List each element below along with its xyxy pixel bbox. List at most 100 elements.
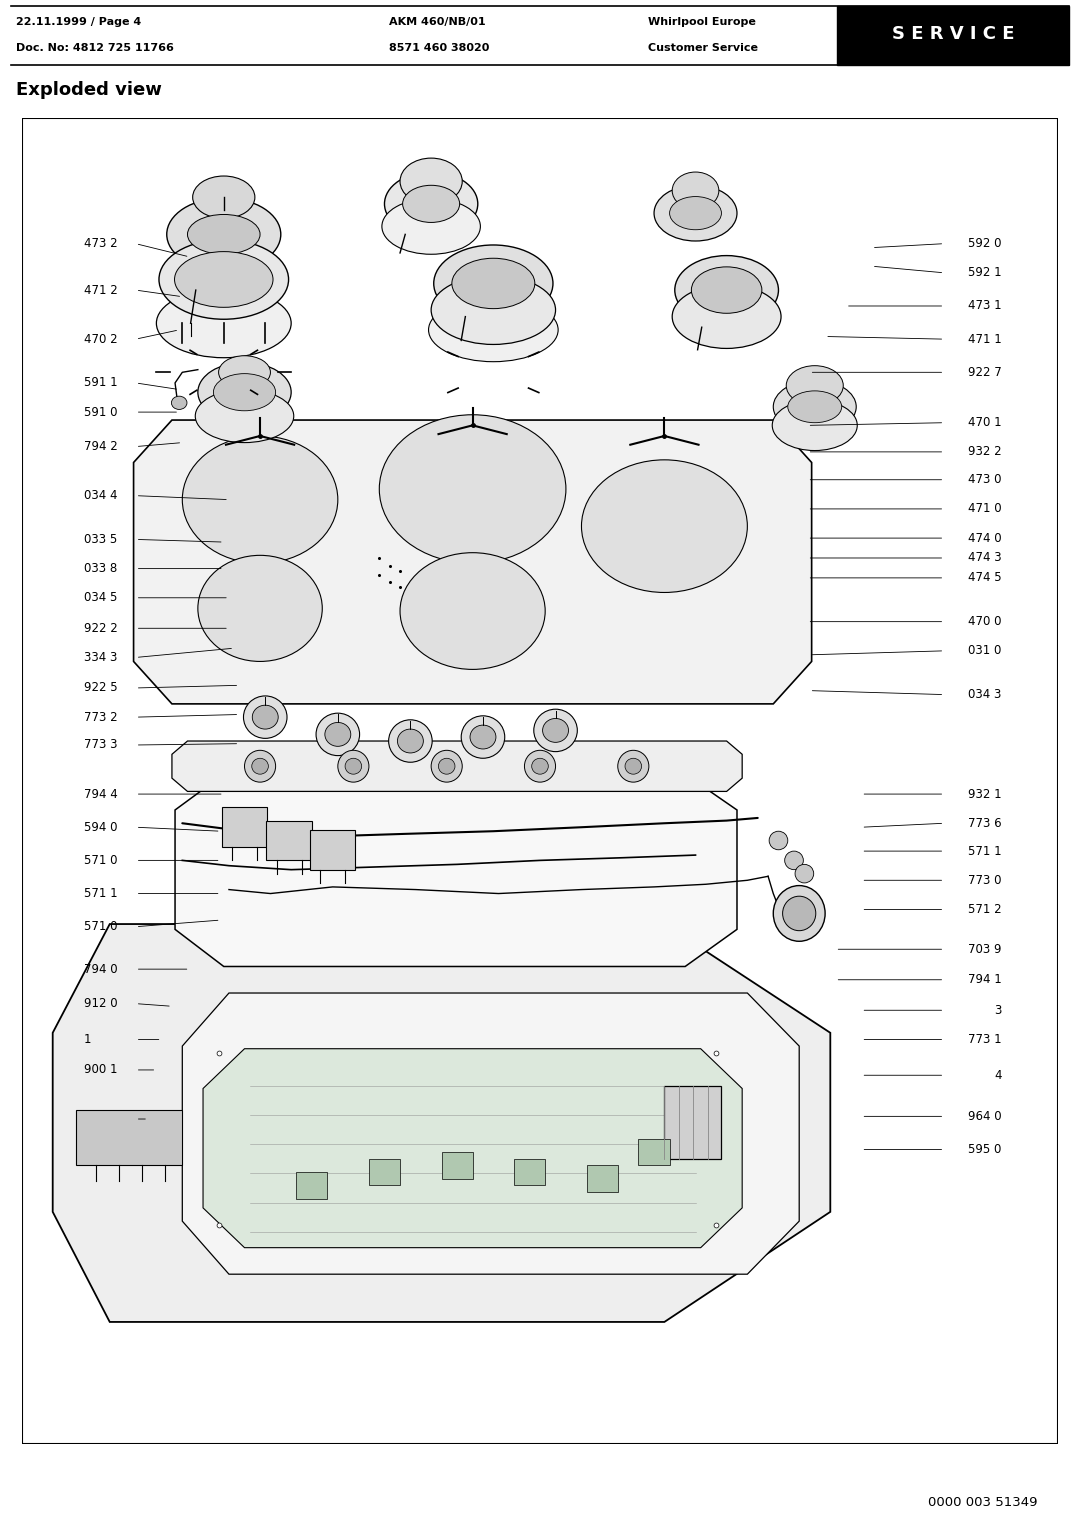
Text: 033 8: 033 8 xyxy=(84,562,117,575)
Ellipse shape xyxy=(382,199,481,254)
Ellipse shape xyxy=(325,723,351,746)
Text: 912 0: 912 0 xyxy=(84,998,118,1010)
Text: 794 0: 794 0 xyxy=(84,963,118,976)
Polygon shape xyxy=(134,420,812,704)
Text: 474 3: 474 3 xyxy=(968,552,1001,564)
Polygon shape xyxy=(183,993,799,1274)
Text: 473 1: 473 1 xyxy=(968,299,1001,313)
Text: S E R V I C E: S E R V I C E xyxy=(892,26,1015,43)
Text: 773 1: 773 1 xyxy=(968,1033,1001,1047)
Ellipse shape xyxy=(434,244,553,322)
Ellipse shape xyxy=(625,758,642,775)
Text: 773 2: 773 2 xyxy=(84,711,118,724)
Text: 034 3: 034 3 xyxy=(968,688,1001,701)
Ellipse shape xyxy=(346,758,362,775)
Ellipse shape xyxy=(166,199,281,270)
Ellipse shape xyxy=(429,298,558,362)
Text: 773 0: 773 0 xyxy=(968,874,1001,886)
Ellipse shape xyxy=(438,758,455,775)
Ellipse shape xyxy=(195,390,294,443)
Ellipse shape xyxy=(244,750,275,782)
Text: 471 0: 471 0 xyxy=(968,503,1001,515)
Text: 474 0: 474 0 xyxy=(968,532,1001,544)
Text: 470 1: 470 1 xyxy=(968,416,1001,429)
Ellipse shape xyxy=(785,851,804,869)
Ellipse shape xyxy=(691,267,761,313)
Polygon shape xyxy=(172,741,742,792)
Polygon shape xyxy=(203,1048,742,1248)
Ellipse shape xyxy=(389,720,432,762)
Ellipse shape xyxy=(253,706,279,729)
Text: 031 0: 031 0 xyxy=(968,645,1001,657)
Text: 470 0: 470 0 xyxy=(968,616,1001,628)
Ellipse shape xyxy=(787,391,841,423)
Text: 473 2: 473 2 xyxy=(84,237,118,251)
Text: 773 3: 773 3 xyxy=(84,738,118,752)
Ellipse shape xyxy=(531,758,549,775)
Text: 932 2: 932 2 xyxy=(968,445,1001,458)
Text: 922 7: 922 7 xyxy=(968,365,1001,379)
Text: 571 1: 571 1 xyxy=(968,845,1001,857)
Text: Exploded view: Exploded view xyxy=(16,81,162,99)
Text: 471 2: 471 2 xyxy=(84,284,118,296)
Bar xyxy=(310,830,355,869)
Text: 794 4: 794 4 xyxy=(84,787,118,801)
Ellipse shape xyxy=(243,695,287,738)
Text: AKM 460/NB/01: AKM 460/NB/01 xyxy=(389,17,485,28)
Ellipse shape xyxy=(400,553,545,669)
Bar xyxy=(296,1172,327,1198)
Ellipse shape xyxy=(400,157,462,205)
Ellipse shape xyxy=(183,435,338,564)
Ellipse shape xyxy=(198,555,322,662)
Ellipse shape xyxy=(175,252,273,307)
Text: 4: 4 xyxy=(994,1068,1001,1082)
Text: 22.11.1999 / Page 4: 22.11.1999 / Page 4 xyxy=(16,17,141,28)
Ellipse shape xyxy=(470,726,496,749)
Ellipse shape xyxy=(675,255,779,324)
Ellipse shape xyxy=(525,750,555,782)
Text: 703 9: 703 9 xyxy=(968,943,1001,955)
Ellipse shape xyxy=(534,709,578,752)
Ellipse shape xyxy=(773,886,825,941)
Text: 8571 460 38020: 8571 460 38020 xyxy=(389,43,489,52)
Text: 900 1: 900 1 xyxy=(84,1063,118,1076)
Ellipse shape xyxy=(783,897,815,931)
Ellipse shape xyxy=(654,185,737,241)
Ellipse shape xyxy=(542,718,568,743)
Ellipse shape xyxy=(431,275,555,344)
Ellipse shape xyxy=(338,750,369,782)
Ellipse shape xyxy=(461,715,504,758)
Text: 571 0: 571 0 xyxy=(84,920,118,934)
Text: 794 1: 794 1 xyxy=(968,973,1001,986)
Text: 1: 1 xyxy=(84,1033,92,1047)
Ellipse shape xyxy=(397,729,423,753)
Text: Customer Service: Customer Service xyxy=(648,43,758,52)
Ellipse shape xyxy=(670,197,721,229)
Ellipse shape xyxy=(431,750,462,782)
Text: 594 0: 594 0 xyxy=(84,821,118,834)
Ellipse shape xyxy=(581,460,747,593)
Polygon shape xyxy=(175,775,737,967)
Ellipse shape xyxy=(192,176,255,219)
Ellipse shape xyxy=(172,396,187,410)
Bar xyxy=(369,1158,400,1186)
Text: 034 4: 034 4 xyxy=(84,489,118,503)
Ellipse shape xyxy=(786,365,843,405)
Text: 964 0: 964 0 xyxy=(968,1109,1001,1123)
Ellipse shape xyxy=(316,714,360,756)
Text: 470 2: 470 2 xyxy=(84,333,118,345)
Text: 033 5: 033 5 xyxy=(84,533,117,545)
Text: 794 2: 794 2 xyxy=(84,440,118,454)
Ellipse shape xyxy=(618,750,649,782)
Text: 571 1: 571 1 xyxy=(84,888,118,900)
Ellipse shape xyxy=(769,831,787,850)
Text: 592 1: 592 1 xyxy=(968,266,1001,280)
Text: 3: 3 xyxy=(994,1004,1001,1016)
Text: 0000 003 51349: 0000 003 51349 xyxy=(928,1496,1038,1510)
Polygon shape xyxy=(76,1109,183,1166)
Ellipse shape xyxy=(252,758,268,775)
Ellipse shape xyxy=(451,258,535,309)
Text: 932 1: 932 1 xyxy=(968,787,1001,801)
Ellipse shape xyxy=(795,865,813,883)
Text: 571 0: 571 0 xyxy=(84,854,118,866)
